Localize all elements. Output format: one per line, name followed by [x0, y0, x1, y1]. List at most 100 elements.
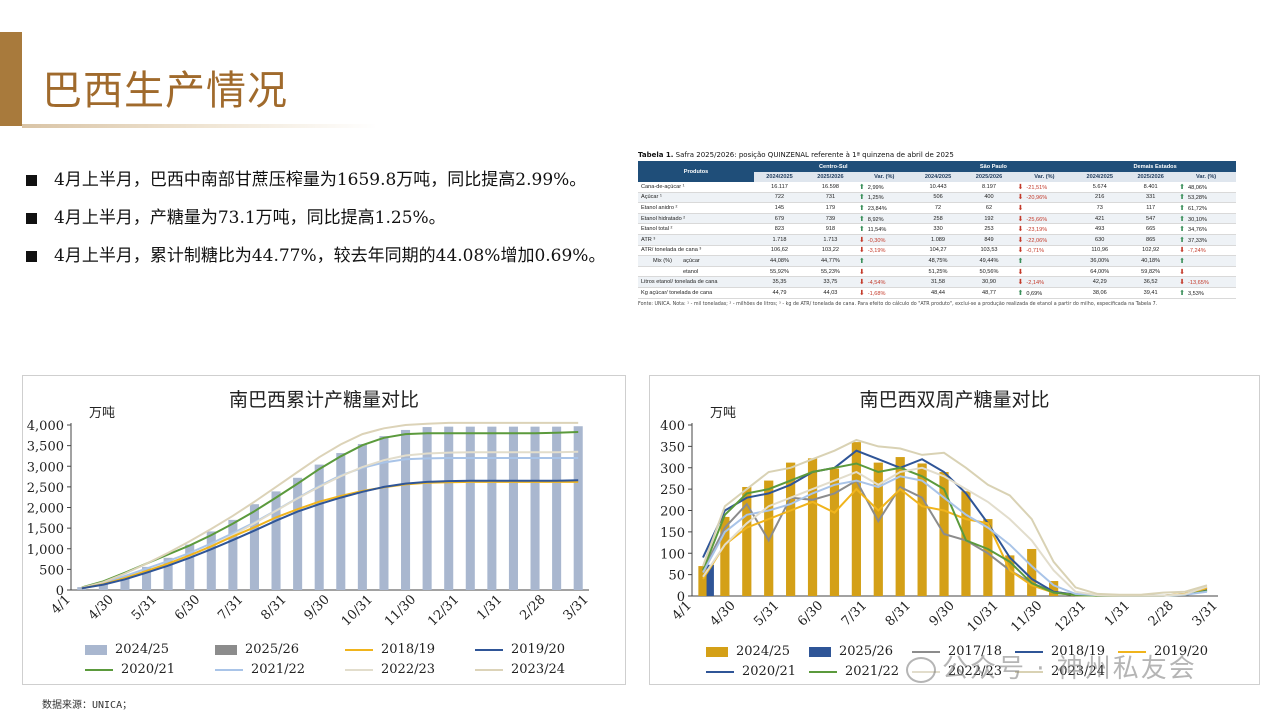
bullet-square-icon	[26, 175, 37, 186]
y-tick-label: 200	[660, 505, 685, 520]
table-cell: 8.401	[1125, 182, 1177, 193]
y-tick-label: 350	[660, 440, 685, 455]
arrow-down-icon: ⬇	[858, 236, 865, 244]
x-tick-label: 3/31	[561, 592, 592, 623]
legend-item: 2017/18	[912, 644, 1002, 659]
table-cell: 103,22	[804, 245, 856, 257]
y-tick-label: 1,000	[27, 543, 64, 558]
table-cell: ⬆ 23,84%	[855, 202, 913, 214]
wechat-icon	[906, 656, 936, 683]
table-cell: ⬆ 2,99%	[855, 182, 913, 193]
bar-2024/25	[698, 566, 708, 596]
table-cell: 5.674	[1074, 182, 1126, 193]
table-cell: 179	[804, 202, 856, 214]
table: Produtos Centro-Sul São Paulo Demais Est…	[638, 161, 1236, 299]
table-subheader: 2025/2026	[1125, 172, 1177, 182]
table-cell: 48,75%	[912, 255, 964, 267]
table-row: Kg açúcar/ tonelada de cana 44,79 44,03 ⬇ -1…	[638, 287, 1236, 299]
chart-cumulative: 南巴西累计产糖量对比 万吨 0 500 1,000 1,500 2,000 2,500 3,00…	[22, 375, 626, 685]
y-tick-label: 3,500	[27, 440, 64, 455]
x-tick-label: 2/28	[1146, 598, 1177, 629]
y-tick-label: 400	[660, 419, 685, 434]
title-accent-bar	[0, 32, 22, 126]
arrow-up-icon: ⬆	[858, 257, 865, 265]
legend-label: 2018/19	[1051, 644, 1106, 659]
table-row-label: ATR ³	[638, 234, 754, 246]
bar-2024/25	[401, 429, 411, 590]
table-cell: 62	[963, 202, 1015, 214]
table-cell: 731	[804, 192, 856, 204]
legend-label: 2018/19	[381, 642, 436, 657]
arrow-down-icon: ⬇	[1017, 226, 1024, 234]
bar-2024/25	[444, 426, 454, 590]
table-cell: ⬆ 1,25%	[855, 192, 913, 204]
y-tick-label: 150	[660, 526, 685, 541]
bullet-item: 4月上半月，巴西中南部甘蔗压榨量为1659.8万吨，同比提高2.99%。	[26, 166, 616, 195]
arrow-down-icon: ⬇	[858, 279, 865, 287]
table-cell: ⬆	[1014, 255, 1075, 267]
bar-2024/25	[917, 463, 927, 596]
legend-label: 2020/21	[121, 662, 176, 677]
table-cell: 849	[963, 234, 1015, 246]
bar-2024/25	[742, 486, 752, 596]
bar-2024/25	[120, 576, 130, 590]
table-cell: ⬇ -4,54%	[855, 276, 913, 288]
arrow-down-icon: ⬇	[1017, 204, 1024, 212]
y-tick-label: 300	[660, 462, 685, 477]
table-cell: 10.443	[912, 182, 964, 193]
table-cell: 30,90	[963, 276, 1015, 288]
x-tick-label: 12/31	[425, 592, 462, 629]
bar-2024/25	[379, 436, 389, 590]
table-cell: 102,92	[1125, 245, 1177, 257]
series-line-2022/23	[702, 466, 1208, 597]
chart-biweekly: 南巴西双周产糖量对比 万吨 0 50 100 150 200 250 300 350 400 4/1 4…	[649, 375, 1260, 685]
legend-label: 2024/25	[736, 644, 791, 659]
table-cell: ⬇ -0,30%	[855, 234, 913, 246]
legend-bar-swatch	[809, 646, 831, 657]
table-cell: 665	[1125, 223, 1177, 235]
arrow-up-icon: ⬆	[858, 215, 865, 223]
x-tick-label: 1/31	[474, 592, 505, 623]
bar-2024/25	[1005, 555, 1015, 596]
bar-2024/25	[1027, 548, 1037, 596]
y-tick-label: 100	[660, 547, 685, 562]
y-tick-label: 2,500	[27, 481, 64, 496]
table-cell: ⬇ -13,65%	[1176, 276, 1236, 288]
arrow-down-icon: ⬇	[858, 268, 865, 276]
table-cell: ⬇ -22,06%	[1014, 234, 1075, 246]
table-cell: 72	[912, 202, 964, 214]
x-tick-label: 1/31	[1102, 598, 1133, 629]
table-row: Litros etanol/ tonelada de cana 35,35 33,7…	[638, 276, 1236, 288]
table-cell: ⬆ 48,06%	[1176, 182, 1236, 193]
table-cell: ⬆	[1176, 255, 1236, 267]
table-cell: 44,77%	[804, 255, 856, 267]
bar-2024/25	[77, 587, 87, 590]
table-cell: 1.718	[754, 234, 805, 246]
table-cell: 55,23%	[804, 266, 856, 278]
legend-item: 2025/26	[215, 642, 299, 657]
table-row-label: Mix (%) açúcar	[638, 255, 754, 267]
x-tick-label: 5/31	[751, 598, 782, 629]
legend-line-swatch	[475, 648, 503, 651]
table-cell: 44,03	[804, 287, 856, 299]
arrow-down-icon: ⬇	[1017, 215, 1024, 223]
table-cell: 38,06	[1074, 287, 1126, 299]
bullet-square-icon	[26, 251, 37, 262]
arrow-up-icon: ⬆	[858, 204, 865, 212]
table-cell: 679	[754, 213, 805, 225]
table-row-label: Açúcar ¹	[638, 192, 754, 204]
arrow-up-icon: ⬆	[1179, 226, 1186, 234]
table-row: Açúcar ¹ 722 731 ⬆ 1,25% 506 400 ⬇ -20,96% 216 331…	[638, 192, 1236, 204]
bar-2025/26	[706, 564, 714, 596]
legend-line-swatch	[85, 668, 113, 671]
arrow-up-icon: ⬆	[1017, 289, 1024, 297]
y-tick-label: 2,000	[27, 502, 64, 517]
table-cell: 865	[1125, 234, 1177, 246]
legend-item: 2019/20	[1118, 644, 1208, 659]
arrow-down-icon: ⬇	[1179, 247, 1186, 255]
x-tick-label: 12/31	[1052, 598, 1089, 635]
table-subheader: 2024/2025	[1074, 172, 1126, 182]
table-row-label: Litros etanol/ tonelada de cana	[638, 276, 754, 288]
legend-label: 2017/18	[948, 644, 1003, 659]
table-cell: 44,08%	[754, 255, 805, 267]
